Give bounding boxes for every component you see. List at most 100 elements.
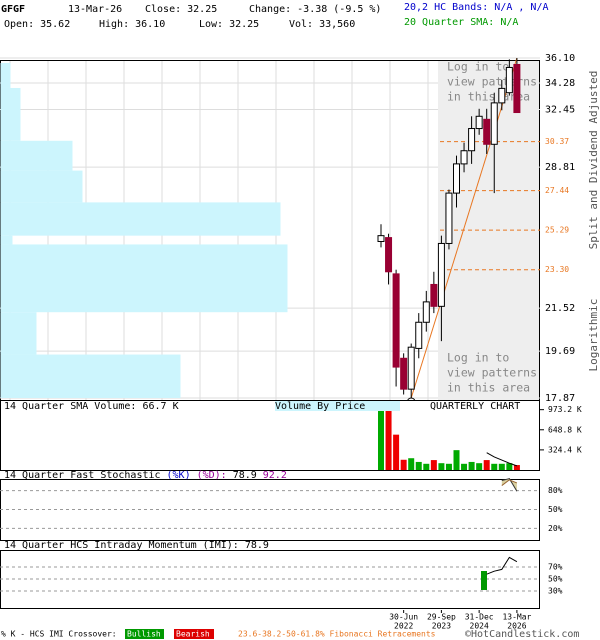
pattern-shade [438, 61, 539, 400]
y-tick-label: 50% [548, 505, 563, 514]
candle-body [513, 63, 521, 114]
volume-bar [476, 463, 483, 470]
stochastic-k-line [501, 478, 518, 492]
volume-bar [423, 463, 430, 470]
y-tick-label: 324.4 K [548, 445, 582, 454]
date: 13-Mar-26 [68, 4, 122, 15]
overlay-text: Log in to [447, 351, 509, 365]
y-tick-label: 20% [548, 524, 563, 533]
y-tick-label: 973.2 K [548, 405, 582, 414]
sma: 20 Quarter SMA: N/A [404, 17, 518, 28]
bullish-badge [125, 629, 164, 639]
volume-bar [513, 465, 520, 470]
stochastic-title-part: 14 Quarter Fast Stochastic [4, 470, 161, 481]
x-tick-label: 13-Mar [502, 613, 531, 622]
overlay-text: view patterns [447, 75, 537, 89]
volume-bar [498, 463, 505, 470]
overlay-text: in this area [447, 381, 530, 395]
candle-body [490, 102, 498, 145]
y-tick-label: 50% [548, 575, 563, 584]
overlay-text: Log in to [447, 60, 509, 74]
volume-panel [0, 400, 540, 471]
y-tick-label: 36.10 [545, 53, 575, 64]
candle-body [498, 87, 506, 104]
open: Open: 35.62 [4, 19, 70, 30]
candle-body [377, 235, 385, 242]
stochastic-title-part: 92.2 [263, 470, 287, 481]
volume-bar [483, 460, 490, 470]
volume-bar [408, 458, 415, 470]
y-tick-label: 80% [548, 486, 563, 495]
candle-body [453, 163, 460, 194]
candle-body [407, 346, 415, 390]
axis-note: Logarithmic [587, 299, 600, 372]
volume-bar [385, 410, 392, 470]
candle-body [460, 150, 468, 165]
stochastic-d-line [501, 479, 518, 486]
change: Change: -3.38 (-9.5 %) [249, 4, 381, 15]
copyright: ©HotCandlestick.com [465, 629, 579, 640]
period-label: QUARTERLY CHART [430, 401, 520, 412]
candle-body [505, 66, 513, 94]
volume-by-price-bar [0, 202, 281, 236]
volume-bar [430, 460, 437, 470]
x-tick-label: 29-Sep [427, 613, 456, 622]
fib-label: 30.37 [545, 137, 569, 146]
low: Low: 32.25 [199, 19, 259, 30]
high: High: 36.10 [99, 19, 165, 30]
volume-by-price-bar [0, 62, 11, 88]
volume-by-price-bar [0, 87, 21, 141]
volume-by-price-bar [0, 235, 13, 245]
volume-bar [468, 461, 475, 470]
x-tick-year: 2026 [507, 622, 526, 631]
y-tick-label: 28.81 [545, 162, 575, 173]
x-tick-year: 2024 [470, 622, 489, 631]
x-tick-label: 31-Dec [465, 613, 494, 622]
candle-body [468, 128, 476, 152]
candle-body [392, 273, 400, 368]
vbp-label: Volume By Price [275, 401, 365, 412]
symbol: GFGF [1, 4, 25, 15]
fib-swing [410, 57, 518, 399]
y-tick-label: 30% [548, 587, 563, 596]
candle-body [437, 242, 445, 307]
volume-bar [393, 434, 400, 470]
vbp-label-bg [275, 401, 400, 411]
volume-by-price-bar [0, 312, 37, 355]
volume: Vol: 33,560 [289, 19, 355, 30]
stochastic-title: 14 Quarter Fast Stochastic (%K) (%D): 78.9 9… [4, 470, 287, 481]
candle-body [475, 115, 483, 130]
candle-body [422, 301, 430, 323]
fib-label: 23.30 [545, 265, 569, 274]
volume-bar [378, 410, 384, 470]
candle-body [385, 237, 393, 273]
y-tick-label: 70% [548, 563, 563, 572]
bands: 20,2 HC Bands: N/A , N/A [404, 2, 549, 13]
plot-layers: 36.10 34.28 32.45 28.81 21.52 19.69 17.87 Log i… [0, 53, 600, 631]
candle-body [400, 357, 408, 390]
x-tick-year: 2022 [394, 622, 413, 631]
imi-line [486, 556, 518, 575]
bearish-badge [174, 629, 214, 639]
imi-title: 14 Quarter HCS Intraday Momentum (IMI): … [4, 540, 269, 551]
close: Close: 32.25 [145, 4, 217, 15]
volume-bar [415, 461, 422, 470]
axis-note: Split and Dividend Adjusted [587, 71, 600, 250]
volume-bar [461, 463, 468, 470]
candle-body [430, 283, 438, 307]
y-tick-label: 32.45 [545, 105, 575, 116]
imi-crossover [481, 571, 487, 590]
fib-label: 27.44 [545, 186, 569, 195]
y-tick-label: 19.69 [545, 346, 575, 357]
volume-bar [491, 463, 498, 470]
bullish-label: Bullish [127, 630, 161, 639]
volume-bar [400, 459, 407, 470]
y-tick-label: 17.87 [545, 393, 575, 404]
volume-sma-line [486, 452, 518, 467]
y-tick-label: 21.52 [545, 303, 575, 314]
volume-bar [506, 463, 513, 470]
y-tick-label: 648.8 K [548, 425, 582, 434]
overlay-text: view patterns [447, 366, 537, 380]
volume-bar [438, 463, 445, 470]
volume-by-price-bar [0, 140, 73, 171]
